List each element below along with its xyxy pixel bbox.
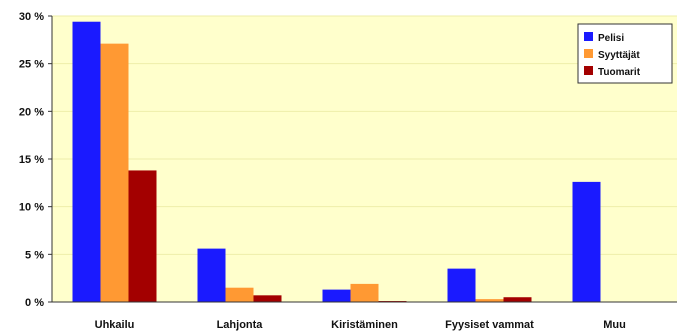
x-tick-label: Lahjonta: [217, 319, 264, 331]
y-tick-label: 10 %: [19, 202, 44, 214]
bar-syytt-j-t: [100, 43, 129, 302]
legend-label: Pelisi: [598, 33, 624, 44]
y-tick-label: 5 %: [25, 249, 44, 261]
y-tick-label: 15 %: [19, 154, 44, 166]
x-tick-label: Fyysiset vammat: [445, 319, 534, 331]
bar-pelisi: [447, 268, 476, 302]
y-tick-label: 0 %: [25, 297, 44, 309]
bar-series: [72, 21, 601, 302]
bar-tuomarit: [128, 170, 157, 302]
x-tick-label: Uhkailu: [95, 319, 135, 331]
bar-syytt-j-t: [225, 287, 254, 302]
bar-syytt-j-t: [350, 283, 379, 302]
bar-tuomarit: [253, 295, 282, 302]
bar-pelisi: [572, 181, 601, 302]
legend: Pelisi Syyttäjät Tuomarit: [577, 23, 673, 84]
x-tick-label: Muu: [603, 319, 626, 331]
x-tick-label: Kiristäminen: [331, 319, 398, 331]
legend-swatch: [584, 49, 593, 58]
y-tick-label: 25 %: [19, 59, 44, 71]
y-tick-label: 30 %: [19, 11, 44, 23]
legend-swatch: [584, 66, 593, 75]
y-axis: 0 % 5 % 10 % 15 % 20 % 25 % 30 %: [19, 11, 53, 309]
x-axis: Uhkailu Lahjonta Kiristäminen Fyysiset vamm…: [52, 301, 677, 331]
bar-syytt-j-t: [475, 299, 504, 302]
bar-pelisi: [322, 289, 351, 302]
bar-pelisi: [72, 21, 101, 302]
bar-tuomarit: [503, 297, 532, 302]
bar-pelisi: [197, 248, 226, 302]
legend-label: Syyttäjät: [598, 50, 640, 61]
y-tick-label: 20 %: [19, 106, 44, 118]
legend-label: Tuomarit: [598, 67, 641, 78]
legend-box: [577, 23, 673, 84]
legend-swatch: [584, 32, 593, 41]
